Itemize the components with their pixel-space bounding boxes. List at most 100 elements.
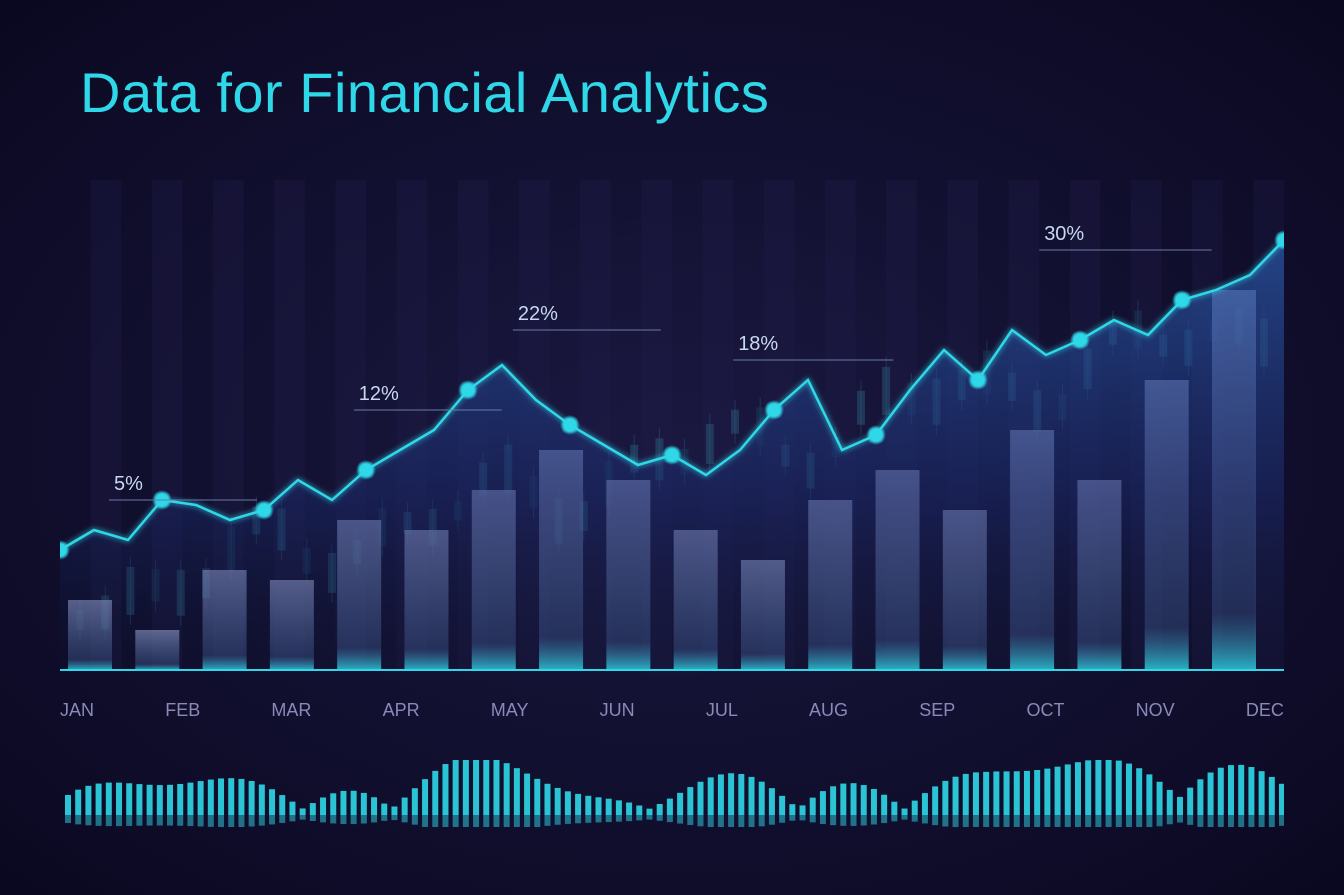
line-marker (564, 419, 576, 431)
volume-bar (463, 760, 469, 815)
volume-bar (402, 798, 408, 815)
volume-bar (75, 790, 81, 815)
volume-bar (616, 800, 622, 815)
line-marker (666, 449, 678, 461)
volume-bar (932, 786, 938, 815)
volume-bar (1197, 779, 1203, 815)
volume-bar (565, 791, 571, 815)
volume-bar (840, 784, 846, 815)
volume-bar (259, 784, 265, 815)
volume-bar (136, 784, 142, 815)
volume-bar (1269, 777, 1275, 815)
volume-bar (330, 793, 336, 815)
volume-bar (1228, 765, 1234, 815)
volume-bar (167, 785, 173, 815)
volume-bar (524, 774, 530, 815)
volume-bar (1065, 764, 1071, 815)
x-axis-labels: JANFEBMARAPRMAYJUNJULAUGSEPOCTNOVDEC (60, 700, 1284, 721)
volume-bar (391, 807, 397, 815)
volume-bar (1095, 760, 1101, 815)
volume-bar (85, 786, 91, 815)
volume-bar (1157, 782, 1163, 815)
month-label: FEB (165, 700, 200, 721)
volume-bar (708, 777, 714, 815)
volume-bar (973, 772, 979, 815)
volume-bar (1034, 770, 1040, 815)
volume-bar (1167, 790, 1173, 815)
volume-bar (493, 760, 499, 815)
volume-bar (351, 791, 357, 815)
volume-bar (514, 768, 520, 815)
callout-label: 5% (114, 473, 143, 495)
volume-bar (1218, 768, 1224, 815)
volume-bar (126, 783, 132, 815)
volume-bar (912, 801, 918, 815)
month-label: OCT (1026, 700, 1064, 721)
volume-bar (1146, 774, 1152, 815)
volume-bar (249, 781, 255, 815)
volume-bar (1055, 767, 1061, 815)
line-marker (768, 404, 780, 416)
line-marker (1074, 334, 1086, 346)
line-marker (1176, 294, 1188, 306)
volume-bar (789, 804, 795, 815)
month-label: MAY (491, 700, 529, 721)
volume-bar (800, 805, 806, 815)
volume-bar (1279, 784, 1284, 815)
volume-bar (779, 796, 785, 815)
volume-bar (483, 760, 489, 815)
volume-bar (320, 797, 326, 815)
volume-bar (65, 795, 71, 815)
volume-bar (1085, 760, 1091, 815)
line-marker (360, 464, 372, 476)
volume-bar (902, 809, 908, 815)
volume-bar (626, 803, 632, 815)
volume-bar (422, 779, 428, 815)
volume-bar (534, 779, 540, 815)
volume-bar (473, 760, 479, 815)
volume-bar (1106, 760, 1112, 815)
volume-bar (147, 785, 153, 815)
line-marker (870, 429, 882, 441)
volume-bar (953, 777, 959, 815)
volume-bar (289, 802, 295, 815)
volume-bar (1075, 762, 1081, 815)
volume-bar (963, 774, 969, 815)
volume-bar (759, 782, 765, 815)
volume-bar (300, 808, 306, 815)
volume-bar (575, 794, 581, 815)
volume-bar (871, 789, 877, 815)
month-label: AUG (809, 700, 848, 721)
volume-bar (646, 809, 652, 815)
volume-bar (371, 797, 377, 815)
volume-bar (340, 791, 346, 815)
volume-bar (993, 771, 999, 815)
volume-bar (687, 787, 693, 815)
volume-bar (228, 778, 234, 815)
volume-bar (891, 802, 897, 815)
volume-bar (810, 798, 816, 815)
volume-bar (381, 804, 387, 815)
volume-bar (749, 777, 755, 815)
volume-bar (942, 781, 948, 815)
chart-title: Data for Financial Analytics (80, 60, 769, 125)
volume-bar (820, 791, 826, 815)
volume-bar (198, 781, 204, 815)
volume-bar (96, 784, 102, 815)
volume-bar (157, 785, 163, 815)
volume-bar (636, 806, 642, 815)
month-label: APR (383, 700, 420, 721)
volume-bar (983, 772, 989, 815)
volume-bar (922, 793, 928, 815)
month-label: JUL (706, 700, 738, 721)
month-label: JAN (60, 700, 94, 721)
callout-label: 30% (1044, 223, 1084, 245)
volume-bar (677, 793, 683, 815)
callout-label: 18% (738, 333, 778, 355)
month-label: DEC (1246, 700, 1284, 721)
volume-bar (238, 779, 244, 815)
month-label: SEP (919, 700, 955, 721)
line-marker (462, 384, 474, 396)
volume-bar (504, 763, 510, 815)
volume-bar (1187, 788, 1193, 815)
